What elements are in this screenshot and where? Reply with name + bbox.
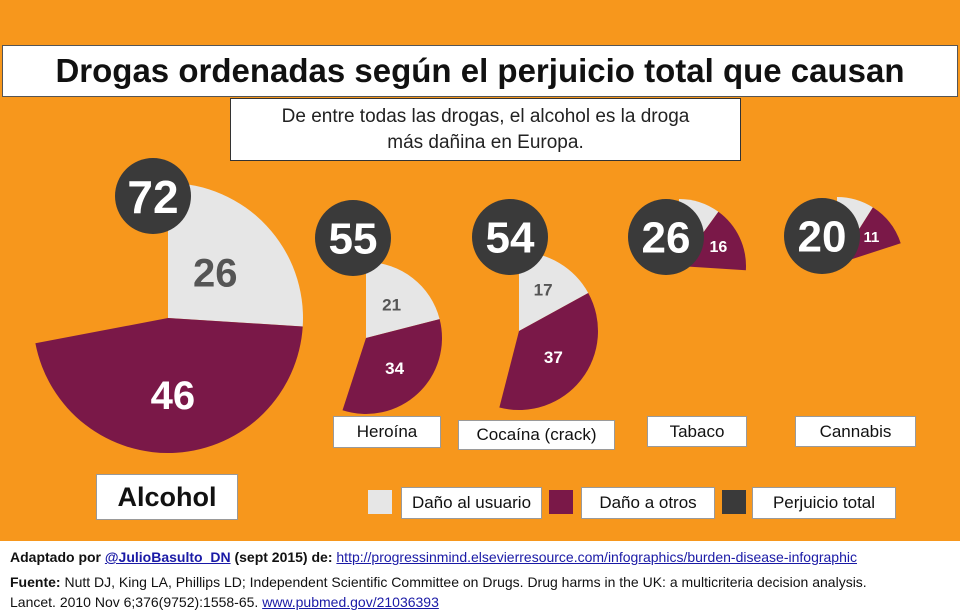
value-usuario-alcohol: 26 bbox=[193, 252, 238, 296]
footer-source-text: Nutt DJ, King LA, Phillips LD; Independe… bbox=[64, 574, 867, 590]
footer-source-line-2: Lancet. 2010 Nov 6;376(9752):1558-65. ww… bbox=[10, 594, 439, 610]
slice-usuario-alcohol bbox=[168, 183, 303, 327]
subtitle-box: De entre todas las drogas, el alcohol es… bbox=[230, 98, 741, 161]
category-label-cocaina: Cocaína (crack) bbox=[458, 420, 615, 450]
value-total-heroina: 55 bbox=[329, 215, 378, 264]
footer-adapted-prefix: Adaptado por bbox=[10, 549, 101, 565]
pie-chart: 26467221345517375410162691120 bbox=[35, 158, 901, 454]
total-badge-tabaco bbox=[628, 199, 704, 275]
value-otros-heroina: 34 bbox=[385, 359, 404, 378]
total-badge-alcohol bbox=[115, 158, 191, 234]
value-usuario-cocaina: 17 bbox=[534, 281, 553, 300]
total-badge-cannabis bbox=[784, 198, 860, 274]
value-total-cocaina: 54 bbox=[486, 214, 535, 263]
legend-label-total: Perjuicio total bbox=[752, 487, 896, 519]
author-link[interactable]: @JulioBasulto_DN bbox=[104, 549, 231, 565]
slice-otros-heroina bbox=[342, 319, 443, 415]
slice-otros-cocaina bbox=[499, 292, 598, 410]
value-otros-cannabis: 11 bbox=[863, 229, 879, 246]
category-label-alcohol: Alcohol bbox=[96, 474, 238, 520]
subtitle-line-2: más dañina en Europa. bbox=[387, 131, 584, 153]
slice-usuario-cocaina bbox=[519, 252, 589, 331]
value-total-alcohol: 72 bbox=[127, 171, 178, 223]
footer-adapted-line: Adaptado por @JulioBasulto_DN (sept 2015… bbox=[10, 549, 857, 565]
slice-usuario-heroina bbox=[366, 262, 440, 338]
legend-label-usuario: Daño al usuario bbox=[401, 487, 542, 519]
total-badge-heroina bbox=[315, 200, 391, 276]
footer-source-citation: Lancet. 2010 Nov 6;376(9752):1558-65. bbox=[10, 594, 259, 610]
legend-swatch-otros bbox=[549, 490, 573, 514]
category-label-tabaco: Tabaco bbox=[647, 416, 747, 447]
legend-swatch-usuario bbox=[368, 490, 392, 514]
slice-otros-alcohol bbox=[35, 318, 303, 454]
value-otros-cocaina: 37 bbox=[544, 348, 563, 367]
pubmed-link[interactable]: www.pubmed.gov/21036393 bbox=[262, 594, 439, 610]
page-title: Drogas ordenadas según el perjuicio tota… bbox=[2, 45, 958, 97]
legend-swatch-total bbox=[722, 490, 746, 514]
category-label-heroina: Heroína bbox=[333, 416, 441, 448]
value-total-cannabis: 20 bbox=[798, 213, 847, 262]
footer: Adaptado por @JulioBasulto_DN (sept 2015… bbox=[0, 541, 960, 616]
category-label-cannabis: Cannabis bbox=[795, 416, 916, 447]
subtitle-line-1: De entre todas las drogas, el alcohol es… bbox=[281, 105, 690, 127]
value-total-tabaco: 26 bbox=[642, 214, 691, 263]
value-otros-tabaco: 16 bbox=[710, 239, 728, 256]
value-otros-alcohol: 46 bbox=[151, 374, 196, 418]
footer-source-prefix: Fuente: bbox=[10, 574, 61, 590]
footer-adapted-date: (sept 2015) de: bbox=[234, 549, 333, 565]
value-usuario-heroina: 21 bbox=[382, 295, 401, 314]
total-badge-cocaina bbox=[472, 199, 548, 275]
legend-label-otros: Daño a otros bbox=[581, 487, 715, 519]
footer-source-line: Fuente: Nutt DJ, King LA, Phillips LD; I… bbox=[10, 574, 867, 590]
source-url-link[interactable]: http://progressinmind.elsevierresource.c… bbox=[336, 549, 857, 565]
